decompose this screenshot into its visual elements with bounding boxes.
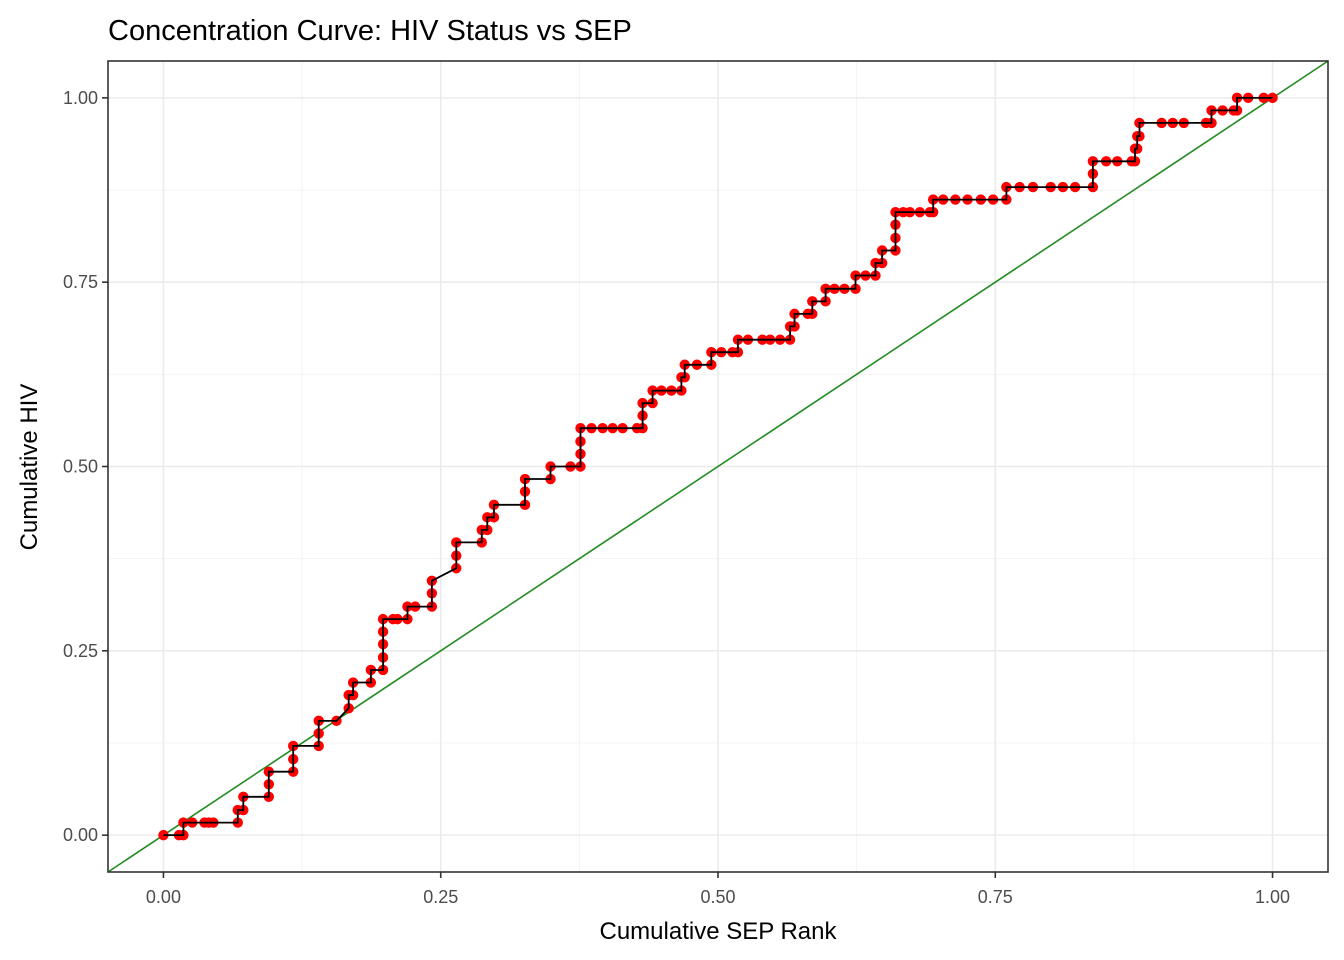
line-of-equality <box>107 60 1329 873</box>
y-axis-title: Cumulative HIV <box>16 384 43 551</box>
x-axis: 0.00 0.25 0.50 0.75 1.00 <box>146 872 1290 907</box>
x-tick-label: 0.75 <box>978 887 1013 907</box>
y-tick-label: 0.75 <box>63 272 98 292</box>
y-tick-label: 1.00 <box>63 88 98 108</box>
plot-panel <box>107 60 1329 873</box>
x-axis-title: Cumulative SEP Rank <box>600 918 838 945</box>
concentration-curve-line <box>163 97 1273 836</box>
y-axis: 0.00 0.25 0.50 0.75 1.00 <box>63 88 108 845</box>
x-tick-label: 0.50 <box>700 887 735 907</box>
x-tick-label: 1.00 <box>1255 887 1290 907</box>
chart-title: Concentration Curve: HIV Status vs SEP <box>108 15 632 47</box>
y-tick-label: 0.00 <box>63 825 98 845</box>
y-tick-label: 0.25 <box>63 641 98 661</box>
x-tick-label: 0.25 <box>423 887 458 907</box>
x-tick-label: 0.00 <box>146 887 181 907</box>
y-tick-label: 0.50 <box>63 457 98 477</box>
curve-point <box>158 829 169 841</box>
curve-point <box>1267 92 1278 104</box>
equality-line-layer <box>107 60 1329 873</box>
